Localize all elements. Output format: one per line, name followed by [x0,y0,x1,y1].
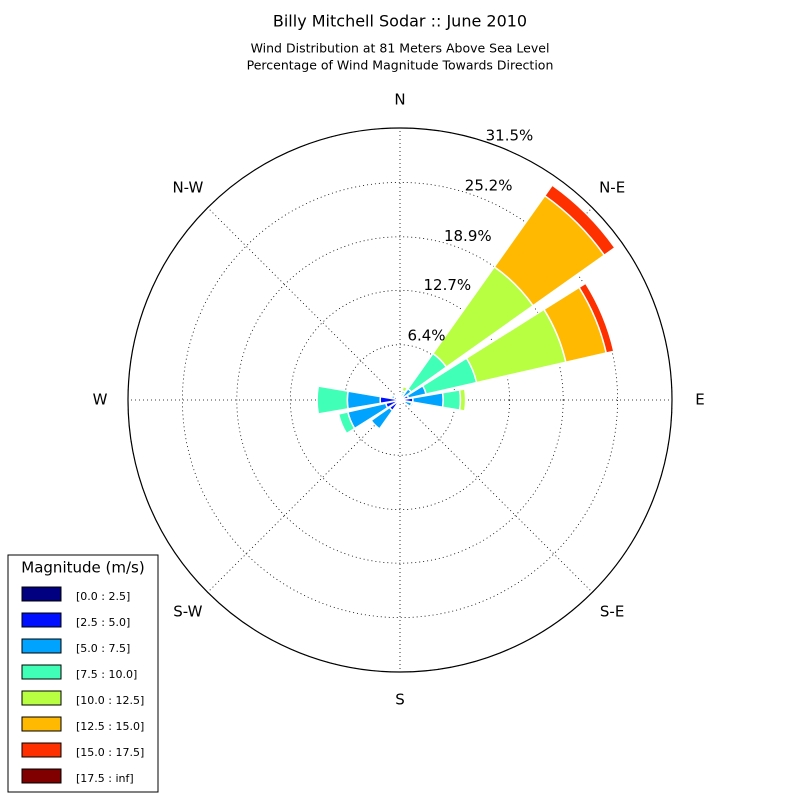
legend-swatch [21,664,62,680]
wedge [370,406,394,430]
legend-swatch [21,586,62,602]
wedge [390,394,396,400]
grid-circle [289,289,511,511]
legend-label: [7.5 : 10.0] [76,668,137,681]
grid-spoke [207,207,401,401]
chart-subtitle: Percentage of Wind Magnitude Towards Dir… [247,58,554,73]
grid-circle [236,236,564,564]
wedge [397,395,401,399]
chart-title: Billy Mitchell Sodar :: June 2010 [273,12,527,31]
direction-label: W [93,391,108,409]
legend-swatch [21,612,62,628]
legend-label: [12.5 : 15.0] [76,720,144,733]
wedge [316,385,349,415]
legend-label: [5.0 : 7.5] [76,642,130,655]
direction-label: N [394,91,405,109]
wedge [458,388,467,412]
direction-label: N-E [599,178,625,196]
wedge [543,184,616,257]
direction-label: S [395,691,405,709]
legend-label: [2.5 : 5.0] [76,616,130,629]
direction-label: E [695,391,704,409]
direction-label: N-W [172,178,203,196]
legend-title: Magnitude (m/s) [21,559,144,577]
r-tick-label: 6.4% [407,327,445,345]
r-tick-label: 31.5% [486,126,534,144]
polar-frame [127,127,673,673]
legend-swatch [21,716,62,732]
legend-label: [17.5 : inf] [76,772,134,785]
r-tick-label: 25.2% [465,177,513,195]
wedge [394,394,400,400]
wedge [441,388,462,412]
wedge [578,282,615,354]
legend-label: [0.0 : 2.5] [76,590,130,603]
direction-label: S-E [600,603,624,621]
r-tick-label: 12.7% [423,276,471,294]
legend-label: [10.0 : 12.5] [76,694,144,707]
direction-label: S-W [173,603,202,621]
legend-label: [15.0 : 17.5] [76,746,144,759]
wedge [409,401,415,409]
legend-swatch [21,742,62,758]
grid-circle [181,181,619,619]
grid-spoke [207,399,401,593]
legend-swatch [21,690,62,706]
wedge [337,410,356,435]
wedge [401,385,409,393]
grid-spoke [399,399,593,593]
chart-subtitle: Wind Distribution at 81 Meters Above Sea… [251,41,550,56]
wedge [400,400,404,404]
legend: Magnitude (m/s) [0.0 : 2.5] [2.5 : 5.0] [5.… [7,554,159,793]
r-tick-label: 18.9% [444,227,492,245]
legend-swatch [21,638,62,654]
legend-swatch [21,768,62,784]
